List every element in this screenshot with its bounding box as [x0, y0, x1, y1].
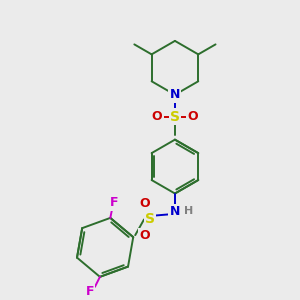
Text: O: O	[140, 197, 150, 210]
Text: H: H	[184, 206, 194, 217]
Text: O: O	[140, 229, 150, 242]
Text: N: N	[170, 88, 180, 101]
Text: F: F	[110, 196, 118, 209]
Text: S: S	[170, 110, 180, 124]
Text: S: S	[145, 212, 155, 226]
Text: F: F	[86, 285, 94, 298]
Text: O: O	[188, 110, 198, 123]
Text: O: O	[152, 110, 162, 123]
Text: N: N	[170, 205, 180, 218]
